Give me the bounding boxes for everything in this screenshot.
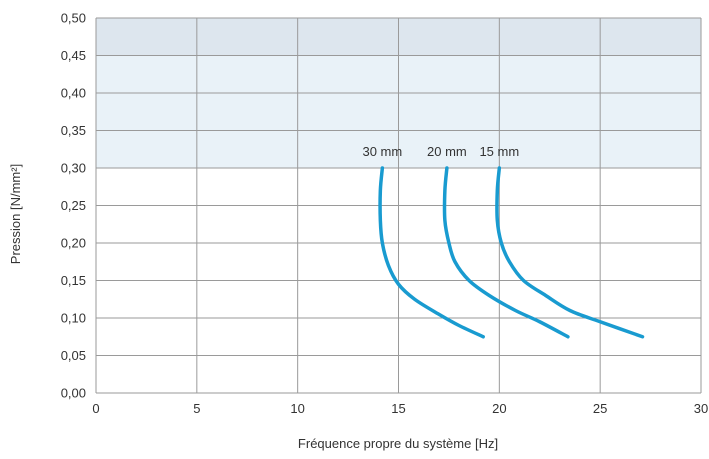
y-tick-label-2: 0,10 (61, 311, 86, 326)
curve-label-2: 15 mm (479, 144, 519, 159)
x-tick-label-1: 5 (193, 401, 200, 416)
curves (378, 166, 645, 339)
curve-1 (442, 166, 570, 339)
x-axis-label: Fréquence propre du système [Hz] (298, 436, 498, 451)
y-tick-labels: 0,00 0,05 0,10 0,15 0,20 0,25 0,30 0,35 0,40 0,45… (61, 11, 86, 401)
x-tick-label-2: 10 (290, 401, 304, 416)
curve-0 (378, 166, 485, 339)
x-tick-label-4: 20 (492, 401, 506, 416)
y-tick-label-9: 0,45 (61, 48, 86, 63)
y-tick-label-5: 0,25 (61, 198, 86, 213)
x-tick-label-3: 15 (391, 401, 405, 416)
y-tick-label-7: 0,35 (61, 123, 86, 138)
grid (95, 17, 702, 394)
curve-label-1: 20 mm (427, 144, 467, 159)
y-tick-label-1: 0,05 (61, 348, 86, 363)
curve-label-0: 30 mm (362, 144, 402, 159)
y-tick-label-6: 0,30 (61, 161, 86, 176)
curve-labels: 30 mm 20 mm 15 mm (362, 144, 519, 159)
y-tick-label-8: 0,40 (61, 86, 86, 101)
y-tick-label-0: 0,00 (61, 386, 86, 401)
y-tick-label-10: 0,50 (61, 11, 86, 26)
x-tick-label-6: 30 (694, 401, 708, 416)
curve-2 (495, 166, 645, 339)
y-axis-label: Pression [N/mm²] (8, 164, 23, 264)
y-tick-label-4: 0,20 (61, 236, 86, 251)
x-tick-label-0: 0 (92, 401, 99, 416)
y-tick-label-3: 0,15 (61, 273, 86, 288)
x-tick-labels: 0 5 10 15 20 25 30 (92, 401, 708, 416)
x-tick-label-5: 25 (593, 401, 607, 416)
